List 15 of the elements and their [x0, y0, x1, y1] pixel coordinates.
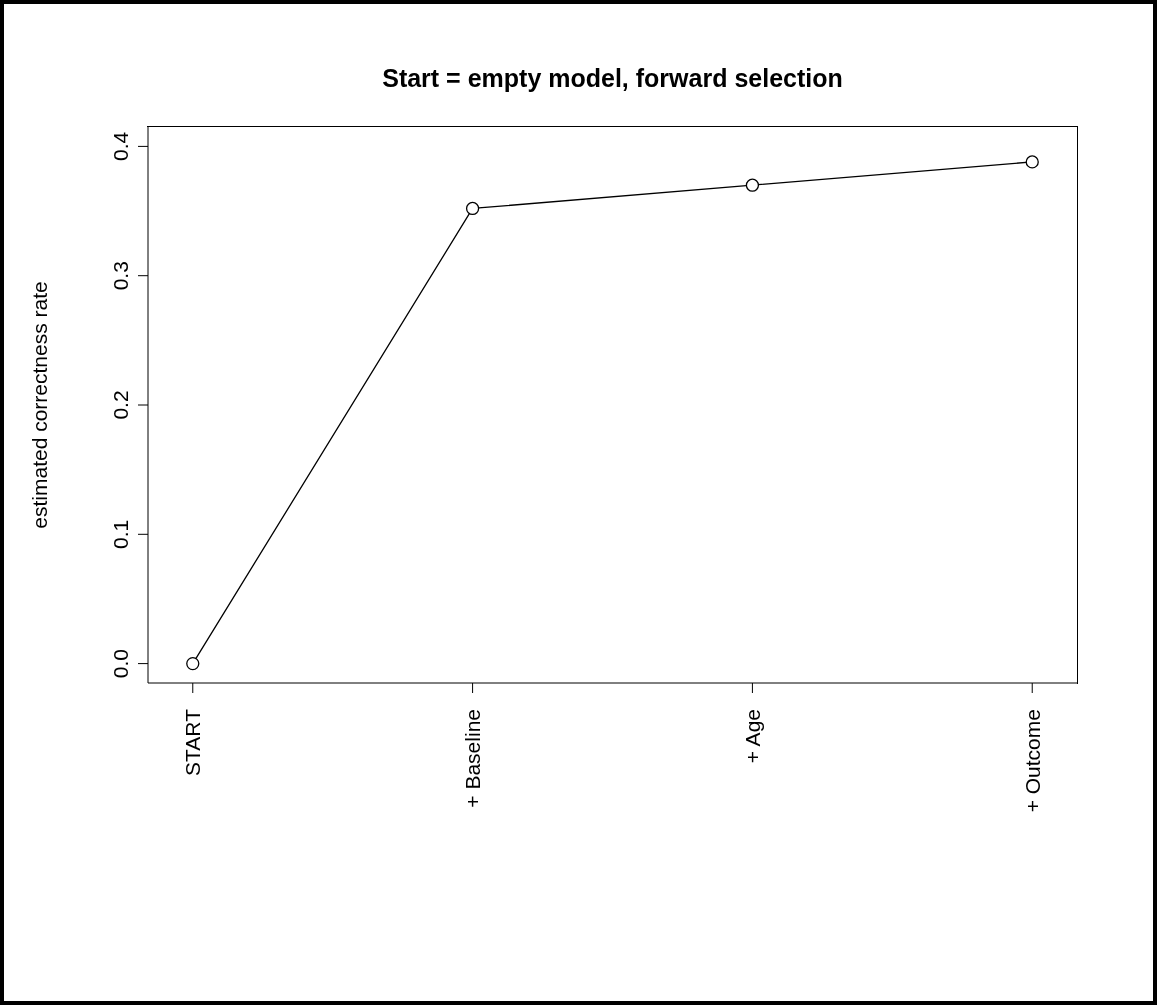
y-axis-title: estimated correctness rate [28, 281, 52, 529]
point [186, 656, 200, 671]
x-tick-label: START [181, 708, 205, 776]
y-tick-label: 0.0 [109, 649, 132, 679]
x-tick-label: + Age [740, 709, 764, 764]
x-tick-label: + Baseline [461, 709, 485, 808]
x-tick-label: + Outcome [1020, 709, 1044, 813]
y-tick-label: 0.4 [109, 131, 132, 161]
y-tick-label: 0.1 [109, 519, 132, 549]
point [465, 201, 480, 216]
y-tick-label: 0.3 [109, 261, 132, 291]
point [1025, 155, 1039, 169]
y-tick-label: 0.2 [109, 390, 132, 420]
chart-title: Start = empty model, forward selection [381, 64, 844, 93]
point [745, 178, 760, 192]
